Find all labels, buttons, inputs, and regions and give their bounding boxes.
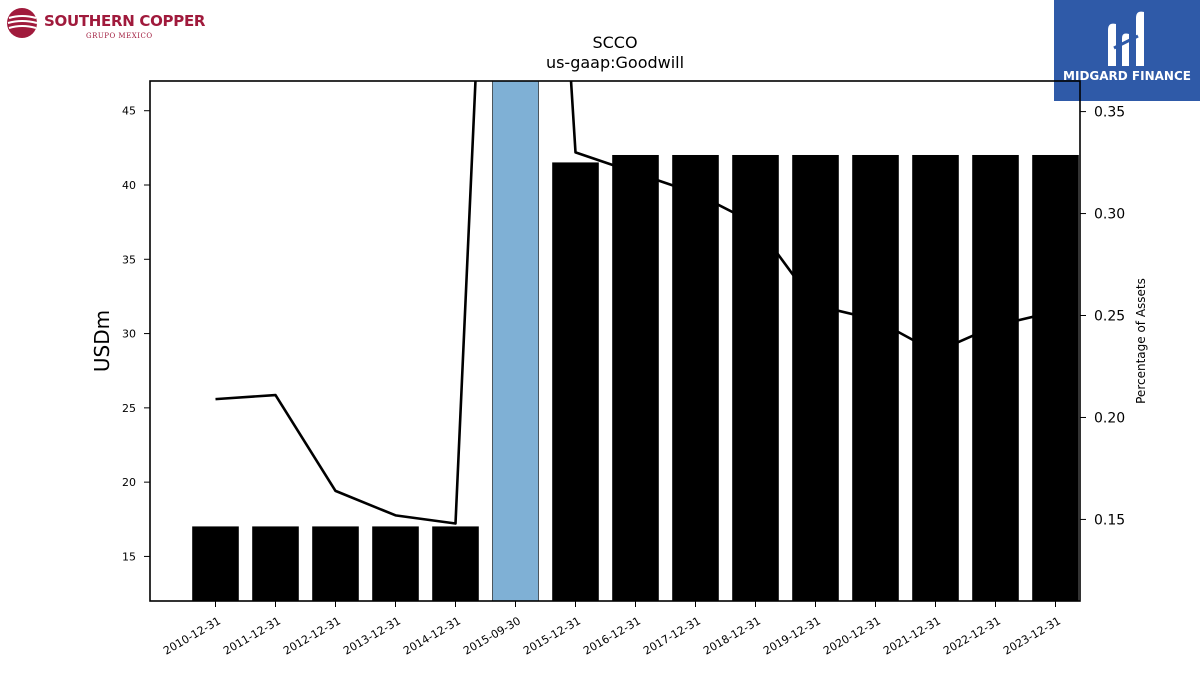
y-tick-label: 15 [122,550,136,563]
x-tick-label: 2020-12-31 [821,614,883,657]
x-tick-label: 2015-09-30 [461,614,523,657]
x-tick-label: 2022-12-31 [941,614,1003,657]
southern-copper-name: SOUTHERN COPPER [44,12,206,30]
bar [1032,154,1079,601]
x-tick-label: 2021-12-31 [881,614,943,657]
y-tick-label: 25 [122,402,136,415]
y2-axis-label: Percentage of Assets [1134,278,1148,404]
y2-tick-label: 0.35 [1094,105,1125,121]
bar [672,154,719,601]
midgard-finance-emblem-icon [1108,11,1144,67]
bar [192,526,239,601]
y-tick-label: 35 [122,253,136,266]
bar [372,526,419,601]
percentage-line [215,81,1056,525]
y2-tick-label: 0.25 [1094,309,1125,325]
chart-title: SCCO [592,33,637,52]
y2-tick-label: 0.20 [1094,410,1125,426]
y2-tick-label: 0.15 [1094,512,1125,528]
plot-frame [149,80,1081,602]
midgard-finance-name: MIDGARD FINANCE [1063,69,1191,83]
bar [252,526,299,601]
x-tick-label: 2017-12-31 [641,614,703,657]
y-tick-label: 20 [122,476,136,489]
midgard-finance-logo: MIDGARD FINANCE [1054,0,1200,101]
bar [732,154,779,601]
x-tick-label: 2014-12-31 [401,614,463,657]
bar [612,154,659,601]
line-series [215,81,1056,525]
bar [552,162,599,601]
bar [852,154,899,601]
x-tick-label: 2011-12-31 [221,614,283,657]
y-axis-label: USDm [90,310,114,372]
x-tick-label: 2016-12-31 [581,614,643,657]
southern-copper-logo: SOUTHERN COPPER GRUPO MEXICO [6,6,205,46]
y-tick-label: 45 [122,105,136,118]
southern-copper-subtitle: GRUPO MEXICO [86,32,153,40]
x-tick-label: 2015-12-31 [521,614,583,657]
left-y-axis: 15 20 25 30 35 40 45 [122,105,150,563]
southern-copper-emblem-icon [7,8,38,38]
x-tick-label: 2018-12-31 [701,614,763,657]
y2-tick-label: 0.30 [1094,207,1125,223]
bar [972,154,1019,601]
x-tick-label: 2019-12-31 [761,614,823,657]
x-tick-label: 2010-12-31 [161,614,223,657]
y-tick-label: 40 [122,179,136,192]
bar [492,81,539,601]
bar-series [192,81,1079,601]
y-tick-label: 30 [122,328,136,341]
x-tick-label: 2013-12-31 [341,614,403,657]
chart-subtitle: us-gaap:Goodwill [546,53,684,72]
bar [432,526,479,601]
right-y-axis: 0.15 0.20 0.25 0.30 0.35 [1080,105,1125,528]
x-tick-label: 2023-12-31 [1001,614,1063,657]
bar [792,154,839,601]
bar [312,526,359,601]
x-axis: 2010-12-312011-12-312012-12-312013-12-31… [161,601,1063,658]
bar [912,154,959,601]
x-tick-label: 2012-12-31 [281,614,343,657]
